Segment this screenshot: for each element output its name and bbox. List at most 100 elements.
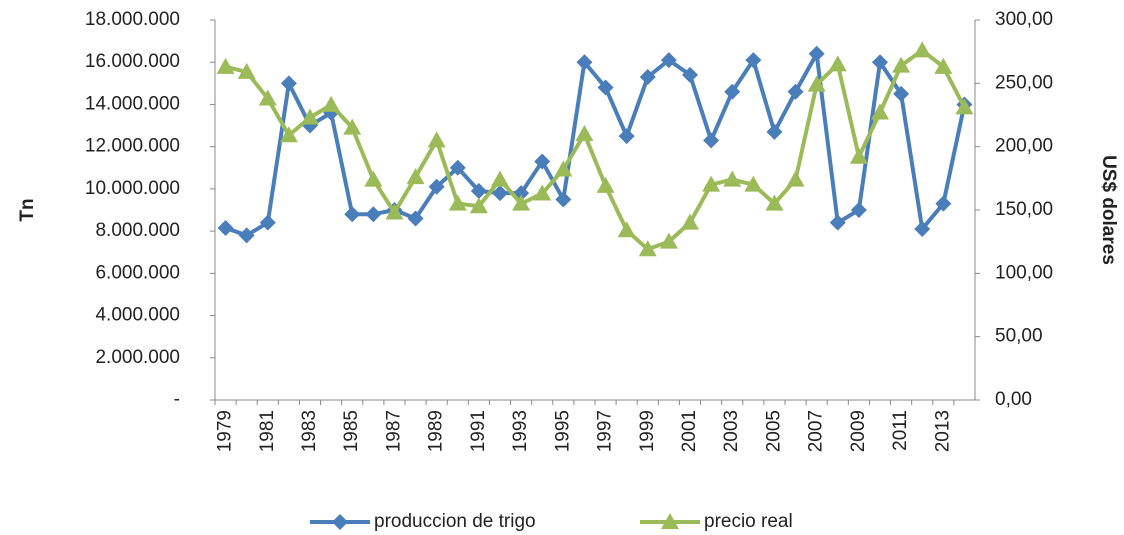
data-point [322, 95, 341, 112]
x-tick-label: 1985 [341, 410, 362, 452]
data-point [786, 170, 805, 187]
data-point [533, 184, 552, 201]
data-point [576, 54, 593, 71]
data-point [258, 89, 277, 106]
data-point [913, 41, 932, 58]
data-point [934, 57, 953, 74]
x-tick-label: 2001 [679, 410, 700, 452]
data-point [828, 55, 847, 72]
data-point [892, 56, 911, 73]
data-point [872, 54, 888, 71]
x-tick-label: 2011 [890, 410, 911, 451]
data-point [448, 194, 467, 211]
data-point [492, 185, 508, 202]
data-point [914, 221, 931, 237]
y2-tick-label: 100,00 [995, 262, 1053, 283]
data-point [659, 232, 678, 249]
data-point [575, 125, 594, 141]
y-tick-label: 6.000.000 [95, 262, 180, 283]
legend-marker [332, 514, 348, 530]
data-point [534, 153, 551, 170]
x-tick-label: 1997 [595, 410, 616, 452]
x-tick-label: 2009 [848, 410, 869, 452]
data-point [935, 195, 952, 212]
data-point [280, 75, 297, 92]
x-tick-label: 1995 [552, 410, 573, 452]
y-tick-label: 8.000.000 [95, 220, 180, 241]
series-line [225, 48, 967, 252]
x-tick-label: 1993 [510, 410, 531, 452]
x-tick-label: 2007 [806, 410, 827, 452]
data-point [829, 214, 846, 231]
data-point [407, 210, 424, 227]
legend-label: precio real [704, 511, 793, 532]
legend-label: produccion de trigo [374, 511, 536, 532]
data-point [555, 191, 572, 208]
x-tick-label: 2005 [763, 410, 784, 452]
data-point [702, 175, 721, 192]
data-point [617, 221, 636, 238]
data-point [682, 66, 698, 83]
data-point [766, 123, 783, 140]
data-point [703, 132, 720, 149]
data-point [237, 62, 256, 79]
data-point [723, 170, 742, 187]
data-point [765, 194, 784, 211]
data-point [217, 219, 234, 236]
data-point [365, 206, 382, 223]
data-point [807, 75, 826, 92]
data-point [597, 79, 614, 96]
data-point [871, 103, 889, 120]
data-point [469, 197, 488, 214]
data-point [385, 203, 404, 220]
x-tick-label: 1987 [383, 410, 404, 452]
y2-tick-label: 50,00 [995, 326, 1043, 347]
y-tick-label: - [174, 389, 180, 410]
data-point [344, 206, 361, 223]
y2-tick-label: 150,00 [995, 199, 1053, 220]
y2-tick-label: 250,00 [995, 72, 1053, 93]
data-point [808, 45, 825, 62]
data-point [428, 178, 445, 195]
data-point [744, 175, 763, 192]
data-point [491, 170, 509, 187]
y-tick-label: 4.000.000 [95, 305, 180, 326]
y2-tick-label: 200,00 [995, 136, 1053, 157]
data-point [745, 52, 762, 69]
data-point [406, 168, 425, 185]
y2-tick-label: 300,00 [995, 9, 1053, 30]
x-tick-label: 1979 [215, 410, 236, 452]
y-tick-label: 12.000.000 [85, 136, 180, 157]
y2-axis-title: US$ dolares [1098, 155, 1119, 265]
data-point [639, 69, 656, 85]
legend-marker [661, 513, 679, 529]
data-point [660, 52, 677, 69]
x-tick-label: 2003 [721, 410, 742, 452]
x-tick-label: 2013 [932, 410, 953, 452]
x-tick-label: 1983 [299, 410, 320, 452]
data-point [470, 183, 487, 199]
data-point [512, 194, 531, 211]
y-axis-title: Tn [17, 198, 38, 221]
data-point [724, 83, 741, 100]
data-point [849, 147, 868, 164]
data-point [893, 85, 910, 102]
data-point [259, 214, 276, 231]
data-point [238, 227, 255, 244]
data-point [638, 240, 657, 257]
y-tick-label: 2.000.000 [95, 347, 180, 368]
data-point [216, 57, 235, 74]
y-tick-label: 10.000.000 [85, 178, 180, 199]
data-point [301, 108, 319, 125]
data-point [554, 160, 573, 177]
y-tick-label: 16.000.000 [85, 51, 180, 72]
data-point [279, 126, 298, 143]
data-point [955, 98, 974, 115]
x-tick-label: 1991 [468, 410, 489, 452]
data-point [850, 202, 867, 218]
y-tick-label: 18.000.000 [85, 9, 180, 30]
data-point [596, 176, 615, 193]
x-tick-label: 1981 [257, 410, 278, 452]
data-point [364, 170, 383, 187]
